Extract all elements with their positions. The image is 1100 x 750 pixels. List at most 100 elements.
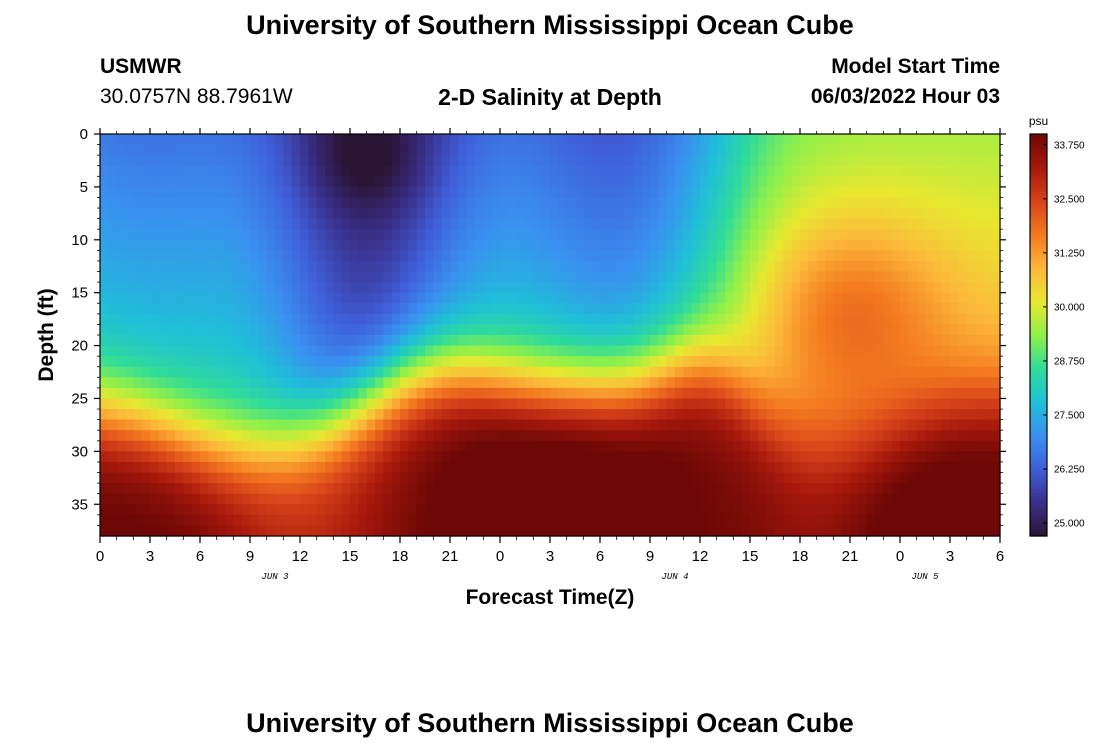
heatmap-cell	[900, 472, 909, 484]
heatmap-cell	[516, 271, 526, 283]
heatmap-cell	[483, 409, 493, 421]
heatmap-cell	[266, 377, 276, 389]
heatmap-cell	[500, 461, 509, 474]
heatmap-cell	[700, 472, 709, 484]
heatmap-cell	[675, 472, 684, 484]
heatmap-cell	[925, 377, 934, 389]
colorbar-segment	[1030, 351, 1047, 356]
heatmap-cell	[208, 483, 218, 495]
heatmap-cell	[258, 134, 268, 146]
heatmap-cell	[950, 430, 959, 442]
colorbar-segment	[1030, 375, 1047, 380]
x-tick-label: 18	[392, 548, 409, 565]
heatmap-cell	[150, 186, 159, 199]
heatmap-cell	[708, 155, 718, 167]
heatmap-cell	[525, 483, 534, 495]
heatmap-cell	[208, 186, 218, 199]
heatmap-cell	[383, 345, 393, 357]
heatmap-cell	[141, 155, 151, 167]
heatmap-cell	[425, 377, 434, 389]
heatmap-cell	[383, 176, 393, 188]
heatmap-cell	[866, 335, 876, 347]
heatmap-cell	[500, 218, 509, 230]
heatmap-cell	[866, 377, 876, 389]
heatmap-cell	[958, 324, 968, 336]
heatmap-cell	[425, 356, 434, 368]
heatmap-cell	[258, 186, 268, 199]
heatmap-cell	[991, 208, 1001, 220]
heatmap-cell	[991, 239, 1001, 251]
heatmap-cell	[233, 229, 243, 241]
heatmap-cell	[275, 239, 284, 251]
heatmap-cell	[233, 271, 243, 283]
heatmap-cell	[475, 313, 484, 326]
heatmap-cell	[708, 461, 718, 474]
heatmap-cell	[516, 451, 526, 463]
heatmap-cell	[816, 134, 826, 146]
heatmap-cell	[658, 260, 668, 273]
heatmap-cell	[216, 282, 226, 294]
colorbar-segment	[1030, 338, 1047, 343]
heatmap-cell	[600, 430, 609, 442]
heatmap-cell	[650, 176, 659, 188]
heatmap-cell	[741, 313, 751, 326]
heatmap-cell	[625, 409, 634, 421]
heatmap-cell	[216, 377, 226, 389]
heatmap-cell	[175, 335, 184, 347]
heatmap-cell	[300, 345, 309, 357]
heatmap-cell	[200, 451, 209, 463]
heatmap-cell	[225, 271, 234, 283]
heatmap-cell	[308, 440, 318, 452]
heatmap-cell	[158, 356, 168, 368]
heatmap-cell	[491, 218, 501, 230]
heatmap-cell	[483, 134, 493, 146]
heatmap-cell	[641, 409, 651, 421]
heatmap-cell	[341, 483, 351, 495]
heatmap-cell	[108, 525, 118, 537]
heatmap-cell	[241, 366, 251, 378]
heatmap-cell	[958, 472, 968, 484]
heatmap-cell	[766, 387, 776, 400]
heatmap-cell	[258, 292, 268, 304]
heatmap-cell	[358, 504, 368, 516]
heatmap-cell	[866, 292, 876, 304]
heatmap-cell	[975, 440, 984, 452]
heatmap-cell	[991, 504, 1001, 516]
heatmap-cell	[141, 324, 151, 336]
heatmap-cell	[716, 292, 726, 304]
heatmap-cell	[991, 186, 1001, 199]
heatmap-cell	[150, 409, 159, 421]
heatmap-cell	[233, 155, 243, 167]
heatmap-cell	[875, 514, 884, 527]
heatmap-cell	[216, 218, 226, 230]
heatmap-cell	[633, 186, 643, 199]
heatmap-cell	[508, 419, 518, 431]
heatmap-cell	[941, 483, 951, 495]
heatmap-cell	[791, 239, 801, 251]
heatmap-cell	[666, 483, 676, 495]
heatmap-cell	[308, 525, 318, 537]
heatmap-cell	[691, 409, 701, 421]
heatmap-cell	[958, 208, 968, 220]
heatmap-cell	[766, 197, 776, 209]
heatmap-cell	[800, 387, 809, 400]
heatmap-cell	[225, 440, 234, 452]
heatmap-cell	[266, 134, 276, 146]
heatmap-cell	[875, 324, 884, 336]
heatmap-cell	[183, 409, 193, 421]
heatmap-cell	[183, 260, 193, 273]
heatmap-cell	[725, 271, 734, 283]
heatmap-cell	[633, 144, 643, 156]
heatmap-cell	[925, 356, 934, 368]
heatmap-cell	[175, 387, 184, 400]
heatmap-cell	[416, 483, 426, 495]
heatmap-cell	[250, 504, 259, 516]
heatmap-cell	[291, 461, 301, 474]
heatmap-cell	[825, 324, 834, 336]
heatmap-cell	[508, 292, 518, 304]
heatmap-cell	[800, 165, 809, 177]
heatmap-cell	[825, 398, 834, 410]
heatmap-cell	[666, 493, 676, 505]
heatmap-cell	[183, 430, 193, 442]
heatmap-cell	[208, 155, 218, 167]
